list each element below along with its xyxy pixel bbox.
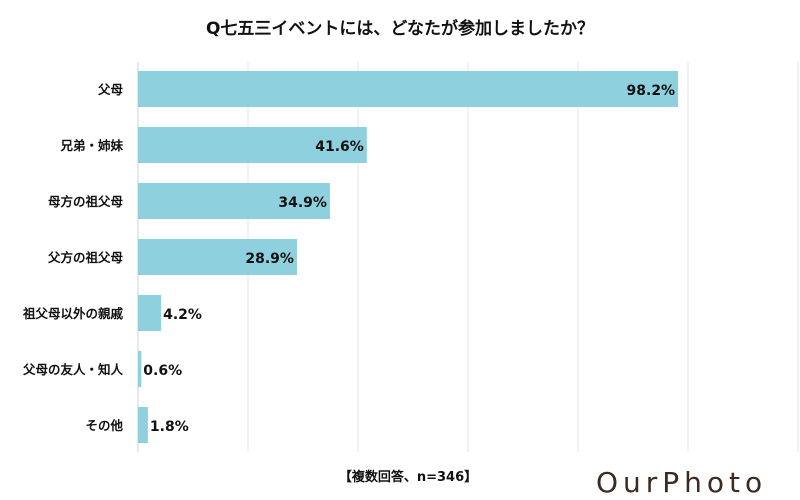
category-label: その他 <box>85 418 123 433</box>
category-label: 母方の祖父母 <box>48 194 124 209</box>
value-label: 34.9% <box>278 195 327 211</box>
bar <box>138 239 297 275</box>
bar <box>138 295 162 331</box>
sample-note: 【複数回答、n=346】 <box>338 470 478 485</box>
category-label: 父母 <box>97 82 124 97</box>
category-label: 祖父母以外の親戚 <box>22 306 124 321</box>
chart-title: Q七五三イベントには、どなたが参加しましたか？ <box>205 19 595 39</box>
category-label: 父方の祖父母 <box>47 250 124 265</box>
bar <box>138 127 367 163</box>
value-label: 28.9% <box>245 251 294 267</box>
bar <box>138 183 330 219</box>
category-label: 兄弟・姉妹 <box>59 138 123 153</box>
ourphoto-logo: OurPhoto <box>596 466 768 499</box>
value-label: 98.2% <box>627 83 676 99</box>
value-label: 4.2% <box>163 307 202 323</box>
bar <box>138 407 148 443</box>
value-label: 1.8% <box>150 419 189 435</box>
bar <box>138 351 142 387</box>
value-label: 0.6% <box>143 363 182 379</box>
value-label: 41.6% <box>315 139 364 155</box>
category-label: 父母の友人・知人 <box>22 362 124 377</box>
bar <box>138 71 679 107</box>
